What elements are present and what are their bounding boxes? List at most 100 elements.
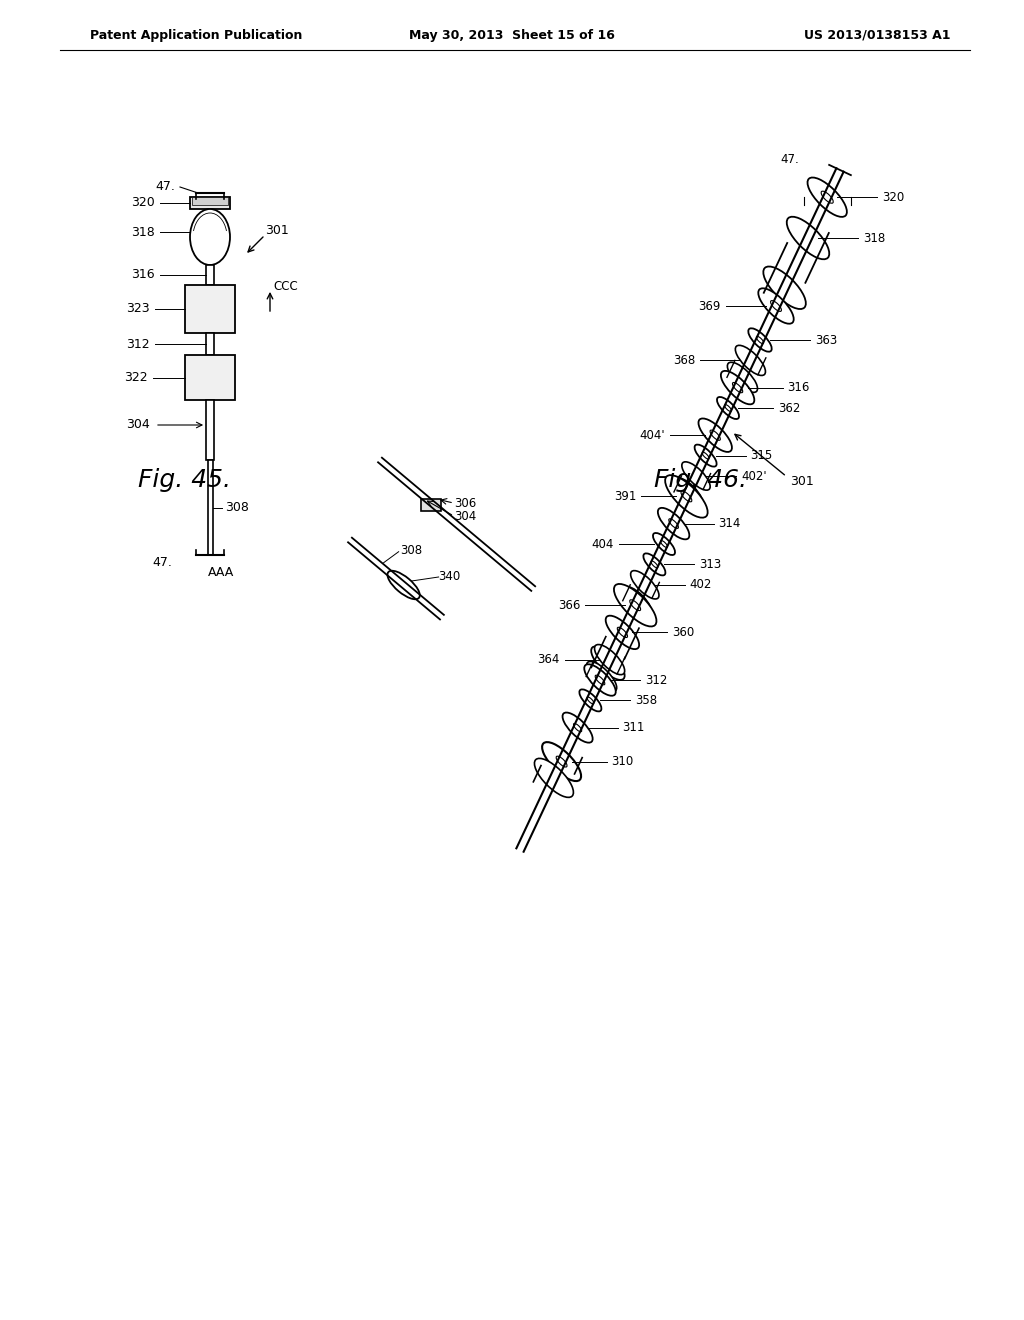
Text: 366: 366 [558, 599, 581, 611]
Text: AAA: AAA [208, 566, 234, 579]
Ellipse shape [717, 397, 739, 418]
Text: 322: 322 [124, 371, 148, 384]
Ellipse shape [535, 759, 573, 797]
Ellipse shape [190, 209, 230, 265]
Ellipse shape [651, 561, 657, 568]
Text: 304: 304 [126, 418, 150, 432]
Bar [208, 459, 213, 554]
Ellipse shape [759, 288, 794, 323]
Text: Patent Application Publication: Patent Application Publication [90, 29, 302, 41]
Ellipse shape [698, 418, 732, 451]
Ellipse shape [763, 267, 806, 309]
Bar [206, 400, 214, 459]
Text: 358: 358 [636, 694, 657, 708]
Text: 312: 312 [645, 673, 668, 686]
Text: 340: 340 [438, 570, 461, 583]
Text: 318: 318 [131, 226, 155, 239]
Text: 369: 369 [698, 300, 721, 313]
Ellipse shape [757, 337, 764, 343]
Text: May 30, 2013  Sheet 15 of 16: May 30, 2013 Sheet 15 of 16 [409, 29, 615, 41]
Ellipse shape [624, 586, 651, 615]
Text: Fig. 46.: Fig. 46. [653, 469, 746, 492]
Ellipse shape [749, 329, 772, 351]
Text: 315: 315 [751, 449, 773, 462]
Ellipse shape [653, 533, 675, 554]
Ellipse shape [614, 583, 656, 627]
Ellipse shape [660, 541, 668, 548]
Ellipse shape [562, 713, 593, 743]
Ellipse shape [387, 570, 420, 599]
Ellipse shape [605, 615, 639, 649]
Ellipse shape [771, 301, 781, 312]
Text: 404': 404' [640, 429, 666, 442]
Ellipse shape [735, 346, 766, 375]
Ellipse shape [681, 491, 692, 502]
Ellipse shape [556, 756, 567, 767]
Text: 402': 402' [741, 470, 767, 483]
Ellipse shape [682, 462, 711, 490]
Ellipse shape [587, 697, 594, 704]
Text: 301: 301 [265, 223, 289, 236]
Ellipse shape [710, 430, 720, 441]
Bar [193, 197, 228, 205]
Ellipse shape [725, 405, 731, 412]
Text: 320: 320 [883, 190, 904, 203]
Text: 316: 316 [787, 381, 810, 395]
Ellipse shape [669, 519, 679, 528]
Text: 362: 362 [778, 401, 801, 414]
Ellipse shape [595, 675, 605, 685]
Text: 47.: 47. [153, 557, 172, 569]
Text: 314: 314 [719, 517, 741, 531]
Bar [190, 197, 230, 209]
Text: 320: 320 [131, 197, 155, 210]
Ellipse shape [808, 177, 847, 216]
Ellipse shape [573, 723, 582, 731]
Text: 311: 311 [623, 721, 645, 734]
Text: 308: 308 [400, 544, 423, 557]
Text: 318: 318 [863, 231, 886, 244]
Ellipse shape [694, 445, 717, 467]
Text: 312: 312 [126, 338, 150, 351]
Ellipse shape [721, 371, 755, 404]
Ellipse shape [587, 661, 616, 692]
Text: 402: 402 [690, 578, 712, 591]
Text: 306: 306 [454, 496, 476, 510]
Text: 391: 391 [614, 490, 636, 503]
Text: 310: 310 [611, 755, 634, 768]
Bar [421, 499, 441, 511]
Text: 323: 323 [126, 302, 150, 315]
Text: 364: 364 [538, 653, 559, 667]
Ellipse shape [727, 362, 758, 392]
Text: CCC: CCC [273, 281, 298, 293]
Text: 360: 360 [673, 626, 694, 639]
Ellipse shape [631, 570, 659, 599]
Text: 363: 363 [815, 334, 838, 346]
Text: 301: 301 [790, 475, 813, 488]
Text: 368: 368 [673, 354, 695, 367]
Ellipse shape [786, 216, 829, 259]
Text: Fig. 45.: Fig. 45. [138, 469, 231, 492]
Ellipse shape [657, 508, 689, 540]
Text: 316: 316 [131, 268, 155, 281]
Bar [185, 355, 234, 400]
Bar [206, 333, 214, 355]
Ellipse shape [617, 627, 628, 638]
Ellipse shape [702, 453, 709, 459]
Bar [206, 265, 214, 285]
Ellipse shape [585, 664, 615, 696]
Ellipse shape [542, 742, 581, 781]
Text: 404: 404 [592, 537, 614, 550]
Ellipse shape [591, 647, 625, 680]
Ellipse shape [580, 689, 601, 711]
Ellipse shape [821, 191, 834, 203]
Ellipse shape [595, 644, 625, 675]
Bar [185, 285, 234, 333]
Ellipse shape [732, 383, 742, 393]
Ellipse shape [630, 599, 641, 611]
Text: 47.: 47. [155, 181, 175, 194]
Text: 308: 308 [225, 502, 249, 513]
Text: 313: 313 [699, 558, 722, 570]
Ellipse shape [643, 553, 666, 576]
Ellipse shape [675, 478, 702, 506]
Text: US 2013/0138153 A1: US 2013/0138153 A1 [804, 29, 950, 41]
